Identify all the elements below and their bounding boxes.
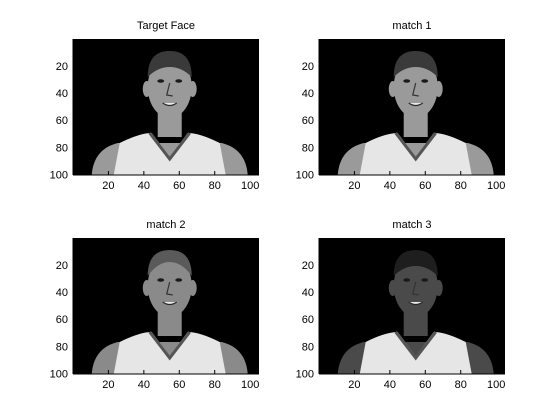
jersey-trim [148,132,191,162]
x-tick-label: 100 [241,180,259,192]
x-tick-label: 80 [455,180,467,192]
hair [393,51,438,77]
nose [411,82,419,97]
y-tick-label: 40 [302,88,314,100]
subplot-3: match 2 20 40 60 80 100 20 40 60 80 100 [50,219,260,391]
y-tick-label: 100 [296,169,314,181]
nose [165,82,173,97]
eye-right [175,278,183,282]
jersey [359,332,472,374]
x-tick-label: 20 [348,379,360,391]
y-tick-label: 40 [56,287,68,299]
face [393,56,438,118]
mouth [408,102,424,107]
x-tick-label: 60 [173,379,185,391]
face [147,56,192,118]
y-tick-label: 60 [56,314,68,326]
jersey [113,332,226,374]
jersey-trim [394,331,437,361]
portrait [91,51,248,175]
y-tick-label: 100 [50,368,68,380]
x-tick-label: 20 [102,180,114,192]
y-tick-label: 20 [56,61,68,73]
subplot-title: match 1 [392,20,431,32]
eye-right [421,79,429,83]
y-tick-label: 20 [302,260,314,272]
x-tick-label: 80 [209,180,221,192]
y-tick-label: 80 [56,142,68,154]
y-tick-label: 20 [56,260,68,272]
hair [393,250,438,276]
subplot-1: Target Face 20 40 60 80 100 20 40 60 80 100 [50,20,260,192]
x-tick-label: 80 [209,379,221,391]
mouth [162,301,178,306]
subplot-title: match 3 [392,219,431,231]
eye-left [403,79,411,83]
x-tick-label: 40 [138,180,150,192]
subplot-2: match 1 20 40 60 80 100 20 40 60 80 100 [296,20,506,192]
y-tick-label: 100 [50,169,68,181]
portrait [337,51,494,175]
x-tick-label: 40 [384,379,396,391]
y-tick-label: 60 [56,115,68,127]
nose [411,281,419,296]
portrait [91,250,248,374]
y-tick-label: 80 [302,142,314,154]
subplot-title: Target Face [137,20,195,32]
jersey-trim [394,132,437,162]
eye-left [157,79,165,83]
face [147,255,192,317]
y-tick-label: 40 [302,287,314,299]
y-tick-label: 100 [296,368,314,380]
mouth [162,102,178,107]
x-tick-label: 100 [241,379,259,391]
nose [165,281,173,296]
mouth [408,301,424,306]
y-tick-label: 80 [56,341,68,353]
x-tick-label: 100 [487,379,505,391]
x-tick-label: 80 [455,379,467,391]
x-tick-label: 20 [102,379,114,391]
subplot-4: match 3 20 40 60 80 100 20 40 60 80 100 [296,219,506,391]
face [393,255,438,317]
x-tick-label: 60 [419,379,431,391]
jersey [359,133,472,175]
y-tick-label: 40 [56,88,68,100]
subplot-title: match 2 [146,219,185,231]
eye-left [157,278,165,282]
y-tick-label: 20 [302,61,314,73]
x-tick-label: 60 [173,180,185,192]
jersey [113,133,226,175]
x-tick-label: 40 [138,379,150,391]
x-tick-label: 100 [487,180,505,192]
y-tick-label: 60 [302,314,314,326]
x-tick-label: 60 [419,180,431,192]
hair [147,51,192,77]
x-tick-label: 40 [384,180,396,192]
eye-right [421,278,429,282]
portrait [337,250,494,374]
eye-right [175,79,183,83]
x-tick-label: 20 [348,180,360,192]
eye-left [403,278,411,282]
y-tick-label: 80 [302,341,314,353]
hair [147,250,192,276]
y-tick-label: 60 [302,115,314,127]
jersey-trim [148,331,191,361]
